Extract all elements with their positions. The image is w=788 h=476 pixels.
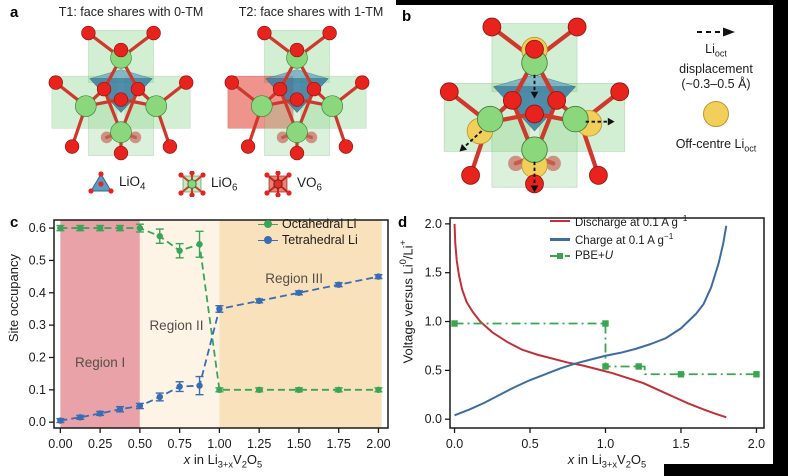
svg-text:0.50: 0.50 (128, 437, 152, 451)
displacement-arrow-icon (697, 27, 735, 37)
svg-text:1.0: 1.0 (425, 315, 442, 329)
octahedral-marker-icon (258, 220, 278, 229)
charge-line-icon (550, 238, 570, 241)
chart-d-legend: Discharge at 0.1 A g−1 Charge at 0.1 A g… (550, 212, 687, 263)
svg-text:2.00: 2.00 (366, 437, 390, 451)
panel-d-label: d (398, 214, 408, 231)
legend-charge: Charge at 0.1 A g−1 (550, 230, 687, 248)
t2-structure-diagram (224, 25, 370, 161)
svg-text:0.3: 0.3 (29, 318, 46, 332)
svg-text:0.6: 0.6 (29, 221, 46, 235)
svg-text:2.0: 2.0 (748, 437, 765, 451)
svg-text:1.5: 1.5 (425, 266, 442, 280)
right-border (773, 0, 788, 476)
panel-b-label: b (402, 8, 412, 25)
vo6-label: VO6 (297, 174, 322, 194)
bottom-border (664, 464, 788, 476)
svg-text:1.0: 1.0 (597, 437, 614, 451)
displacement-label-line3: (~0.3–0.5 Å) (681, 76, 751, 91)
pbeu-line-icon (550, 252, 570, 259)
svg-text:Region I: Region I (75, 355, 125, 370)
svg-text:0.4: 0.4 (29, 286, 46, 300)
legend-tetrahedral-li: Tetrahedral Li (258, 232, 358, 248)
displacement-label-line2: displacement (679, 61, 753, 76)
svg-text:1.50: 1.50 (287, 437, 311, 451)
svg-text:0.5: 0.5 (425, 363, 442, 377)
svg-text:1.25: 1.25 (247, 437, 271, 451)
displacement-label-line1: Lioct (705, 42, 727, 59)
lio4-label: LiO4 (119, 173, 146, 193)
panel-c-label: c (10, 214, 19, 231)
legend-octahedral-li: Octahedral Li (258, 216, 358, 232)
t1-structure-diagram (48, 25, 194, 161)
lio6-octahedron-icon (178, 171, 206, 197)
t2-title: T2: face shares with 1-TM (238, 5, 384, 19)
svg-text:0.00: 0.00 (48, 437, 72, 451)
panel-b-legend: Lioct displacement (~0.3–0.5 Å) Off-cent… (648, 26, 784, 156)
svg-text:0.5: 0.5 (29, 253, 46, 267)
panel-a-label: a (10, 4, 19, 21)
lio4-tetrahedron-icon (88, 171, 114, 194)
chart-c: Region I Region II Region III 0.00 0.25 0.50 0… (4, 208, 396, 474)
svg-text:1.5: 1.5 (672, 437, 689, 451)
chart-c-xlabel: x in Li3+xV2O5 (183, 452, 263, 470)
legend-item-lio6: LiO6 (178, 171, 237, 197)
off-centre-label: Off-centre Lioct (675, 136, 757, 154)
panel-a-legend: LiO4 LiO6 (0, 168, 396, 202)
svg-text:1.00: 1.00 (207, 437, 231, 451)
off-centre-li-icon (703, 100, 729, 127)
svg-text:0.1: 0.1 (29, 383, 46, 397)
legend-discharge: Discharge at 0.1 A g−1 (550, 212, 687, 230)
svg-text:Region II: Region II (149, 318, 203, 333)
lio6-label: LiO6 (211, 174, 238, 194)
discharge-line-icon (550, 219, 570, 223)
svg-text:0.0: 0.0 (425, 412, 442, 426)
chart-d: 0.0 0.5 1.0 1.5 2.0 0.0 0.5 1.0 1.5 2.0 (398, 208, 770, 474)
legend-pbeu: PBE+U (550, 249, 687, 264)
svg-text:0.75: 0.75 (167, 437, 191, 451)
svg-text:0.0: 0.0 (446, 437, 463, 451)
svg-text:1.75: 1.75 (327, 437, 351, 451)
chart-c-ylabel: Site occupancy (6, 254, 21, 343)
svg-text:0.0: 0.0 (29, 415, 46, 429)
vo6-octahedron-icon (264, 171, 292, 197)
chart-d-ylabel: Voltage versus Li0/Li+ (398, 240, 416, 364)
top-border (396, 0, 788, 5)
svg-text:0.25: 0.25 (88, 437, 112, 451)
tetrahedral-marker-icon (258, 236, 278, 245)
b-structure-diagram (439, 17, 630, 194)
svg-text:0.5: 0.5 (521, 437, 538, 451)
svg-text:0.2: 0.2 (29, 350, 46, 364)
t1-title: T1: face shares with 0-TM (58, 5, 204, 19)
chart-c-legend: Octahedral Li Tetrahedral Li (258, 216, 358, 248)
svg-text:Region III: Region III (265, 271, 323, 286)
svg-text:2.0: 2.0 (425, 217, 442, 231)
legend-item-lio4: LiO4 (88, 171, 145, 195)
chart-d-xlabel: x in Li3+xV2O5 (567, 452, 647, 470)
legend-item-vo6: VO6 (264, 171, 322, 197)
